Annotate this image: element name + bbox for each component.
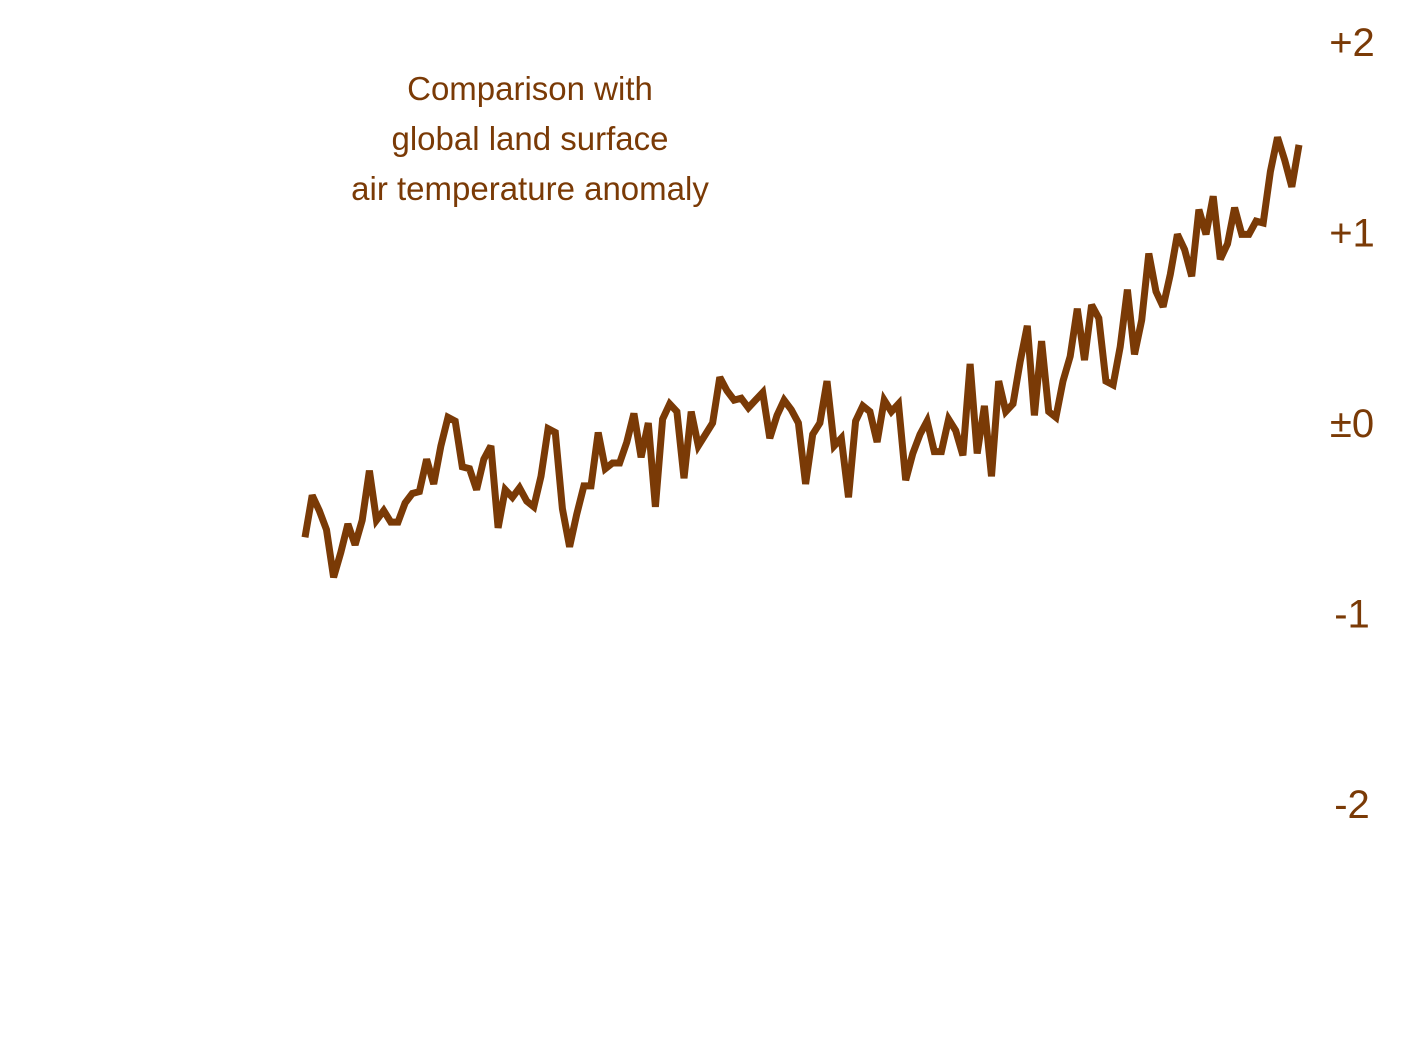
chart-title: Comparison with global land surface air … [351, 70, 709, 207]
y-tick-label: ±0 [1330, 402, 1374, 446]
y-axis-ticks: +2 +1 ±0 -1 -2 [1329, 21, 1375, 827]
y-tick-label: +1 [1329, 212, 1375, 256]
series-line [301, 136, 1303, 579]
series-layer [301, 136, 1303, 579]
y-tick-label: +2 [1329, 21, 1375, 65]
y-tick-label: -1 [1334, 593, 1370, 637]
y-tick-label: -2 [1334, 783, 1370, 827]
